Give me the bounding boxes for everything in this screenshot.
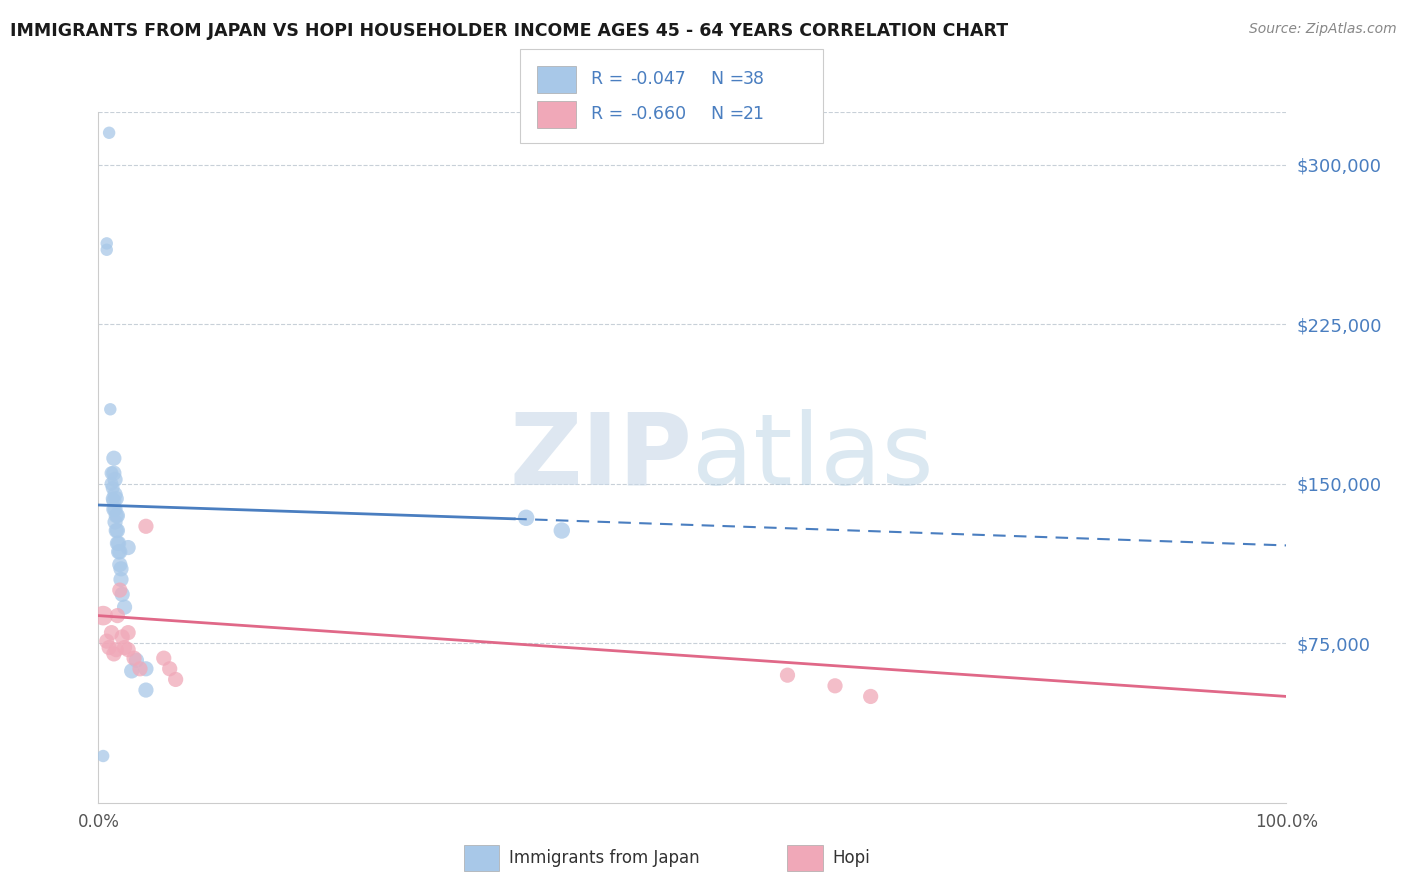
Point — [108, 558, 131, 572]
Point — [96, 243, 118, 257]
Text: 38: 38 — [742, 70, 765, 88]
Point — [100, 476, 122, 491]
Point — [776, 668, 799, 682]
Point — [105, 491, 128, 506]
Point — [165, 673, 187, 687]
Point — [107, 524, 129, 538]
Point — [121, 664, 143, 678]
Text: -0.047: -0.047 — [630, 70, 686, 88]
Point — [100, 625, 122, 640]
Point — [122, 651, 145, 665]
Point — [105, 642, 128, 657]
Point — [91, 749, 114, 764]
Point — [107, 536, 129, 550]
Point — [107, 508, 129, 523]
Point — [135, 683, 157, 698]
Point — [135, 662, 157, 676]
Text: N =: N = — [700, 105, 749, 123]
Text: Immigrants from Japan: Immigrants from Japan — [509, 849, 700, 867]
Point — [129, 662, 152, 676]
Point — [103, 502, 125, 516]
Point — [117, 625, 139, 640]
Point — [101, 491, 124, 506]
Point — [135, 519, 157, 533]
Point — [159, 662, 181, 676]
Point — [105, 508, 128, 523]
Point — [100, 466, 122, 480]
Point — [103, 466, 125, 480]
Text: IMMIGRANTS FROM JAPAN VS HOPI HOUSEHOLDER INCOME AGES 45 - 64 YEARS CORRELATION : IMMIGRANTS FROM JAPAN VS HOPI HOUSEHOLDE… — [10, 22, 1008, 40]
Point — [107, 545, 129, 559]
Point — [96, 634, 118, 648]
Point — [103, 647, 125, 661]
Point — [101, 481, 124, 495]
Point — [114, 600, 136, 615]
Text: atlas: atlas — [692, 409, 934, 506]
Point — [117, 642, 139, 657]
Point — [104, 473, 127, 487]
Point — [152, 651, 174, 665]
Point — [515, 510, 537, 524]
Point — [108, 583, 131, 598]
Point — [98, 402, 121, 417]
Text: R =: R = — [591, 105, 628, 123]
Point — [104, 502, 127, 516]
Point — [98, 126, 121, 140]
Text: N =: N = — [700, 70, 749, 88]
Point — [110, 573, 132, 587]
Text: ZIP: ZIP — [509, 409, 692, 506]
Text: R =: R = — [591, 70, 628, 88]
Point — [103, 493, 125, 508]
Point — [859, 690, 882, 704]
Point — [104, 515, 127, 529]
Point — [108, 545, 131, 559]
Point — [107, 536, 129, 550]
Point — [104, 487, 127, 501]
Point — [110, 562, 132, 576]
Text: Source: ZipAtlas.com: Source: ZipAtlas.com — [1249, 22, 1396, 37]
Point — [105, 524, 128, 538]
Point — [96, 236, 118, 251]
Text: -0.660: -0.660 — [630, 105, 686, 123]
Point — [111, 587, 134, 601]
Point — [114, 640, 136, 655]
Point — [117, 541, 139, 555]
Text: Hopi: Hopi — [832, 849, 870, 867]
Point — [111, 630, 134, 644]
Point — [125, 653, 148, 667]
Point — [107, 608, 129, 623]
Point — [103, 451, 125, 466]
Point — [551, 524, 574, 538]
Point — [91, 608, 114, 623]
Point — [98, 640, 121, 655]
Point — [824, 679, 846, 693]
Text: 21: 21 — [742, 105, 765, 123]
